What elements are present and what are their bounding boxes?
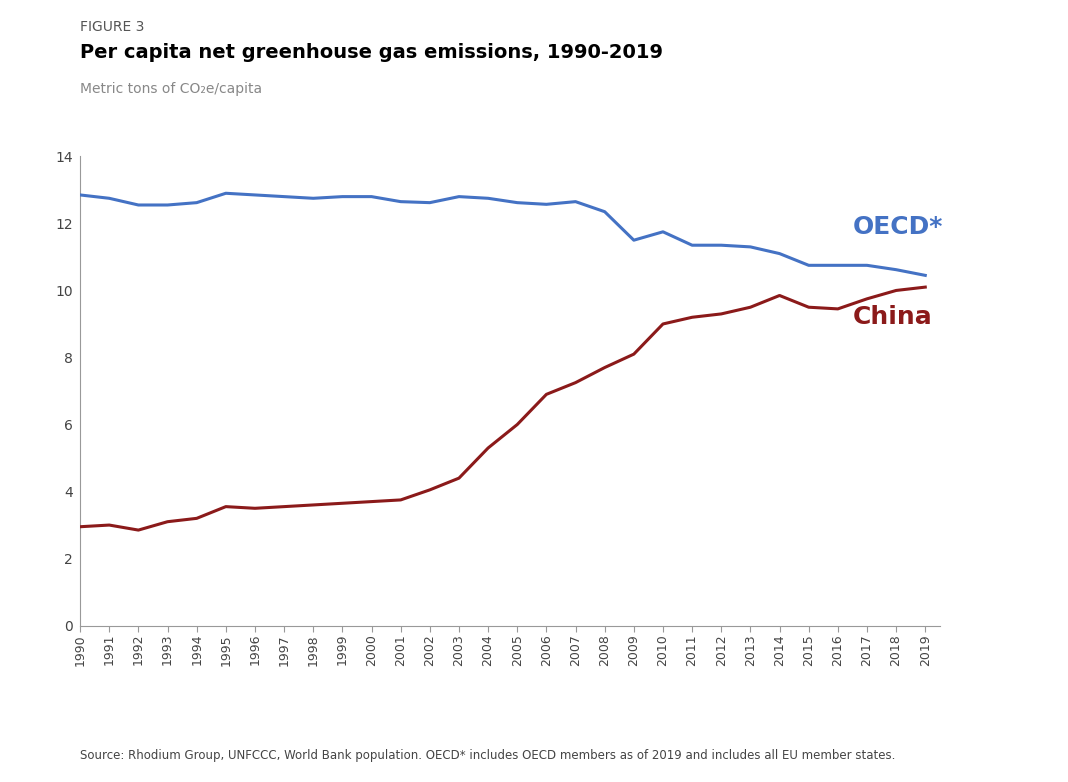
Text: Metric tons of CO₂e/capita: Metric tons of CO₂e/capita xyxy=(80,82,263,96)
Text: Source: Rhodium Group, UNFCCC, World Bank population. OECD* includes OECD member: Source: Rhodium Group, UNFCCC, World Ban… xyxy=(80,749,895,762)
Text: FIGURE 3: FIGURE 3 xyxy=(80,20,144,34)
Text: China: China xyxy=(852,305,932,329)
Text: Per capita net greenhouse gas emissions, 1990-2019: Per capita net greenhouse gas emissions,… xyxy=(80,43,663,62)
Text: OECD*: OECD* xyxy=(852,215,943,239)
